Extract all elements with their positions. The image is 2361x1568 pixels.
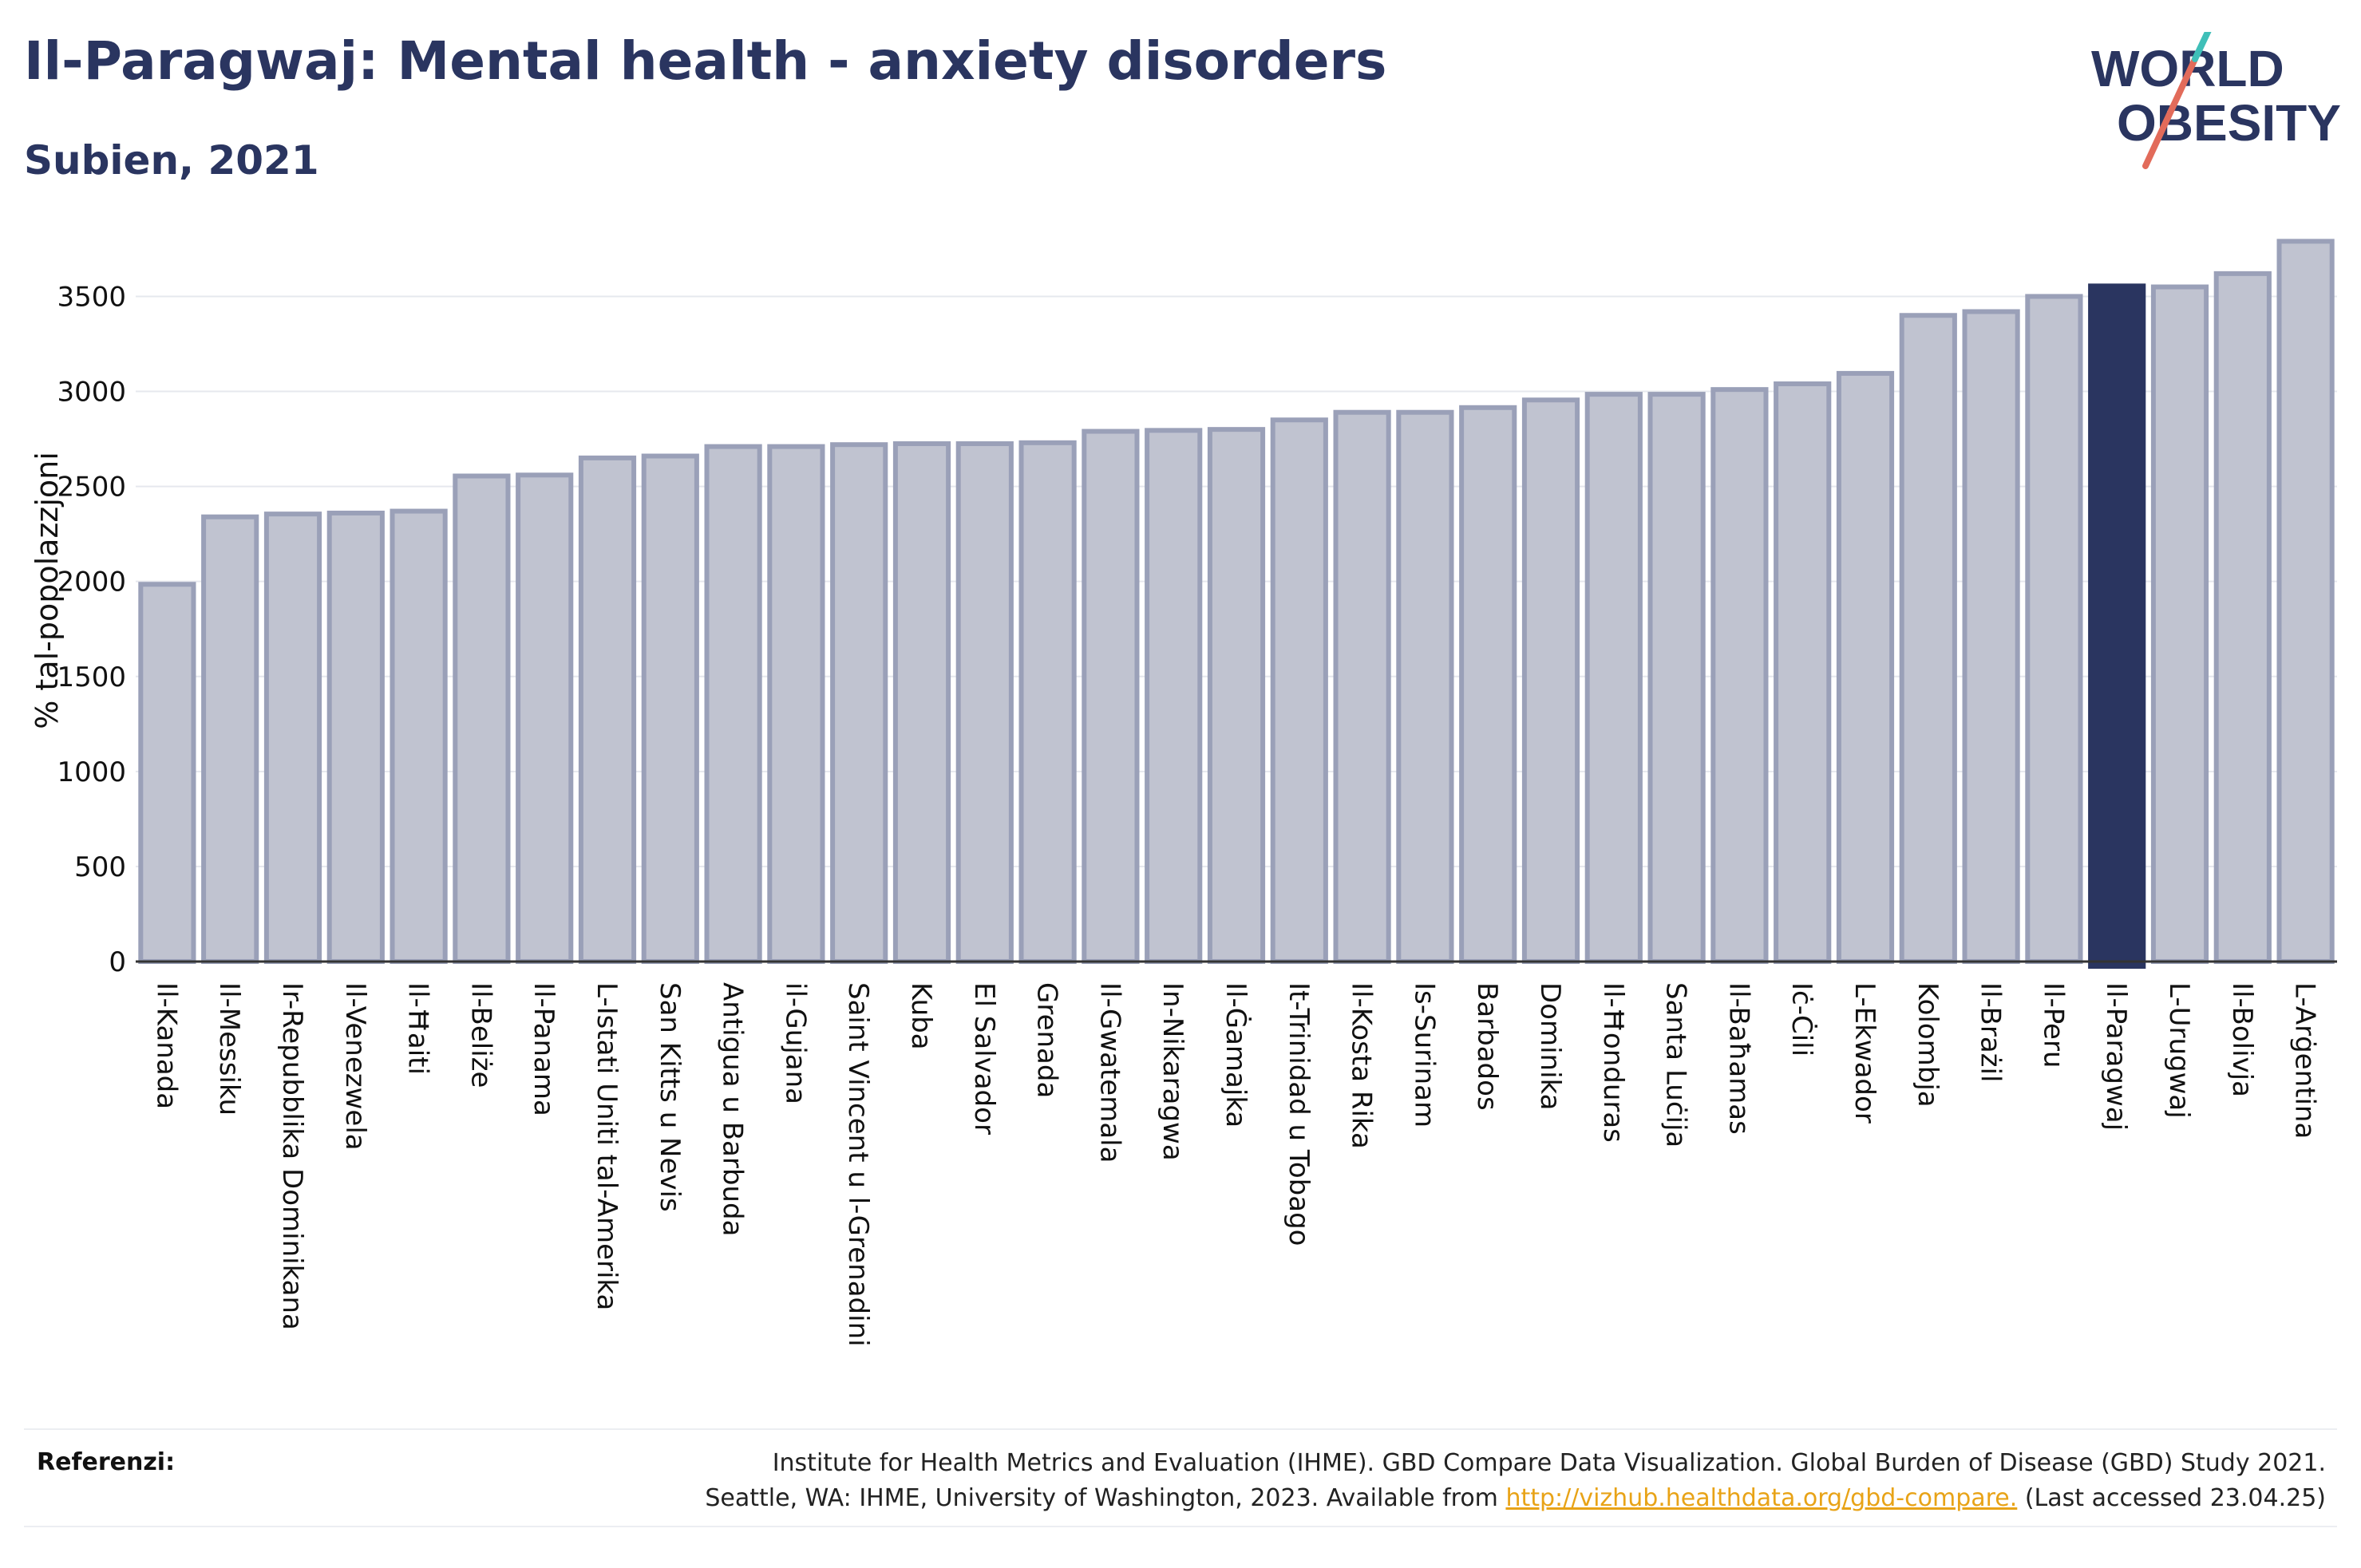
reference-line-2-start: Seattle, WA: IHME, University of Washing… — [705, 1484, 1506, 1512]
references-text: Institute for Health Metrics and Evaluat… — [490, 1446, 2326, 1516]
bar — [1584, 392, 1643, 964]
x-tick-label: Antigua u Barbuda — [717, 982, 749, 1236]
x-tick-label: Santa Luċija — [1660, 982, 1692, 1147]
gbd-compare-link[interactable]: http://vizhub.healthdata.org/gbd-compare… — [1505, 1484, 2018, 1512]
references-label: Referenzi: — [37, 1448, 176, 1476]
world-obesity-logo: WORLD OBESITY — [2091, 32, 2341, 169]
bar — [326, 510, 385, 964]
x-tick-label: It-Trinidad u Tobago — [1283, 982, 1315, 1246]
y-tick-label: 3000 — [57, 377, 126, 409]
x-tick-label: In-Nikaragwa — [1157, 982, 1188, 1161]
bar — [1207, 427, 1266, 964]
x-tick-label: Saint Vincent u l-Grenadini — [842, 982, 874, 1347]
x-tick-label: Il-Panama — [528, 982, 560, 1116]
x-tick-label: L-Ekwador — [1849, 982, 1880, 1124]
bar — [263, 511, 322, 964]
bar — [1396, 409, 1454, 964]
x-tick-label: Il-Ħonduras — [1597, 982, 1629, 1143]
bar — [641, 453, 699, 964]
x-tick-label: Ir-Repubblika Dominikana — [276, 982, 308, 1330]
x-tick-label: Il-Ġamajka — [1220, 982, 1252, 1128]
bars — [138, 239, 2335, 969]
x-tick-label: Il-Bolivja — [2226, 982, 2258, 1097]
x-tick-label: Iċ-Ċili — [1786, 982, 1818, 1057]
bar — [1962, 309, 2020, 964]
bar — [516, 472, 574, 964]
bar — [892, 441, 951, 964]
bar — [2150, 284, 2209, 964]
x-tick-label: Il-Ħaiti — [402, 982, 434, 1075]
y-tick-label: 2500 — [57, 472, 126, 504]
y-axis-label: % tal-popolazzjoni — [30, 452, 65, 729]
axes: 0 500 1000 1500 2000 2500 3000 3500 Il-Kanada Il-… — [57, 281, 2337, 1347]
x-tick-label: Il-Peru — [2037, 982, 2069, 1068]
bar-chart: 0 500 1000 1500 2000 2500 3000 3500 Il-Kanada Il-… — [30, 239, 2337, 1347]
reference-line-1: Institute for Health Metrics and Evaluat… — [772, 1449, 2326, 1477]
x-tick-label: Kuba — [905, 982, 937, 1050]
bar — [453, 473, 511, 964]
bar — [1647, 392, 1706, 964]
bar — [1899, 313, 1957, 964]
bar — [2213, 271, 2272, 964]
x-tick-label: L-Istati Uniti tal-Amerika — [591, 982, 623, 1310]
x-tick-label: San Kitts u Nevis — [654, 982, 686, 1212]
x-tick-label: il-Gujana — [779, 982, 811, 1104]
x-tick-label: El Salvador — [968, 982, 1000, 1135]
bar — [1333, 409, 1391, 964]
bar — [201, 514, 259, 964]
y-tick-label: 500 — [74, 851, 126, 883]
bar — [1521, 397, 1580, 964]
footer-divider-top — [24, 1428, 2337, 1430]
x-tick-label: Il-Kosta Rika — [1346, 982, 1378, 1149]
x-tick-label: Il-Brażil — [1975, 982, 2007, 1082]
bar — [830, 442, 888, 964]
bar — [1270, 417, 1328, 964]
chart-subtitle: Subien, 2021 — [24, 137, 319, 184]
x-tick-label: Il-Gwatemala — [1093, 982, 1125, 1163]
x-tick-label: Il-Kanada — [150, 982, 182, 1109]
bar — [2025, 294, 2083, 964]
bar — [955, 441, 1014, 964]
x-tick-label: Il-Venezwela — [339, 982, 371, 1151]
x-tick-label: Kolombja — [1912, 982, 1944, 1108]
x-tick-label: Dominika — [1534, 982, 1566, 1110]
y-tick-label: 2000 — [57, 567, 126, 598]
x-tick-label: Grenada — [1031, 982, 1063, 1098]
footer-divider-bottom — [24, 1526, 2337, 1527]
bar — [578, 455, 637, 964]
reference-line-2: Seattle, WA: IHME, University of Washing… — [490, 1481, 2326, 1516]
bar — [1836, 370, 1895, 964]
x-tick-label: Il-Baħamas — [1722, 982, 1754, 1135]
y-tick-label: 0 — [109, 946, 126, 978]
x-tick-label: L-Urugwaj — [2163, 982, 2195, 1119]
bar — [704, 444, 762, 964]
y-tick-label: 3500 — [57, 281, 126, 313]
bar — [2276, 239, 2335, 964]
bar — [1459, 405, 1517, 965]
bar-highlight — [2088, 283, 2146, 969]
x-tick-label: Barbados — [1471, 982, 1503, 1111]
bar — [1082, 429, 1140, 964]
x-tick-label: Is-Surinam — [1408, 982, 1440, 1128]
x-tick-label: L-Arġentina — [2289, 982, 2321, 1139]
reference-line-2-end: (Last accessed 23.04.25) — [2017, 1484, 2326, 1512]
y-tick-label: 1000 — [57, 756, 126, 788]
x-tick-label: Il-Beliże — [465, 982, 496, 1088]
y-tick-label: 1500 — [57, 662, 126, 693]
chart-title: Il-Paragwaj: Mental health - anxiety dis… — [24, 30, 1387, 92]
bar — [138, 582, 196, 964]
bar — [767, 444, 825, 964]
bar — [390, 508, 448, 964]
bar — [1710, 387, 1769, 965]
x-tick-label: Il-Paragwaj — [2100, 982, 2132, 1131]
bar — [1774, 381, 1832, 964]
x-tick-label: Il-Messiku — [213, 982, 245, 1116]
bar — [1145, 428, 1203, 964]
bar — [1018, 440, 1077, 964]
